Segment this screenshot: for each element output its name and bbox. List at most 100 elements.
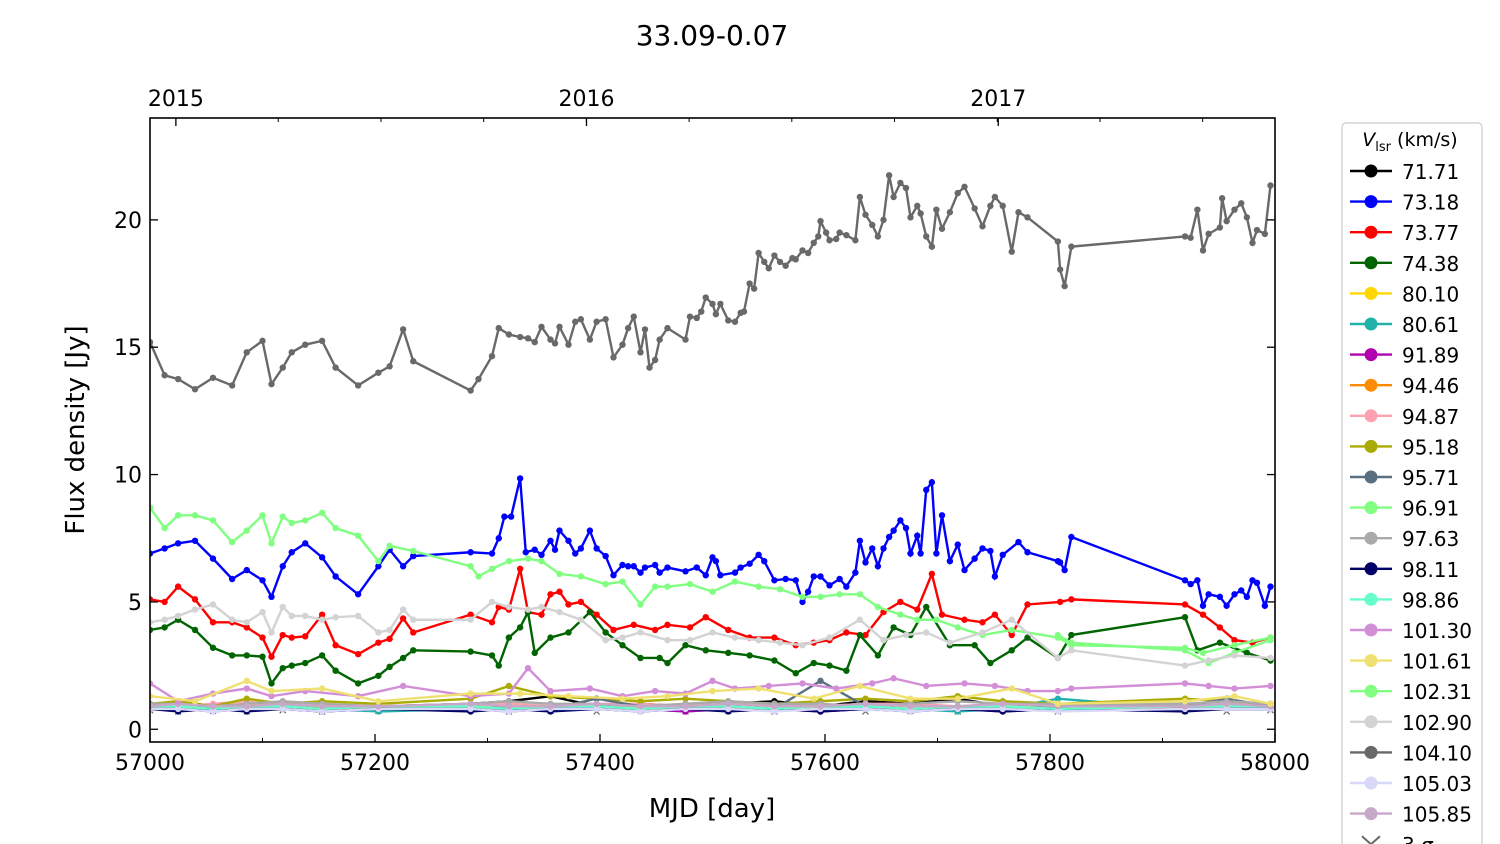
legend-marker-101.30 (1364, 623, 1378, 637)
data-point-73.77 (961, 616, 968, 623)
data-point-105.85 (209, 703, 217, 710)
data-point-105.03 (505, 708, 513, 715)
data-point-104.10 (709, 300, 716, 308)
x-axis-label: MJD [day] (649, 794, 776, 824)
data-point-104.10 (656, 336, 663, 343)
x-tick-label: 57600 (790, 751, 860, 776)
data-point-105.85 (467, 700, 474, 707)
data-point-74.38 (1024, 634, 1031, 641)
legend-label: 104.10 (1402, 741, 1472, 765)
data-point-104.10 (810, 239, 817, 246)
series-line-101.61 (150, 679, 1271, 705)
data-point-104.10 (917, 210, 924, 217)
data-point-101.61 (619, 695, 626, 702)
data-point-73.18 (664, 564, 671, 571)
data-point-101.30 (547, 687, 554, 695)
data-point-101.61 (318, 685, 326, 692)
data-point-102.90 (923, 629, 930, 636)
data-point-73.18 (268, 593, 275, 601)
data-point-105.85 (817, 703, 824, 710)
x-tick-label: 57800 (1015, 751, 1085, 776)
data-point-105.85 (1223, 700, 1230, 707)
data-point-104.10 (862, 211, 869, 218)
data-point-73.18 (843, 583, 850, 590)
data-point-73.18 (1199, 602, 1207, 609)
data-point-104.10 (495, 324, 502, 332)
data-point-104.10 (1181, 233, 1189, 240)
data-point-73.18 (1223, 602, 1230, 609)
data-point-102.90 (259, 608, 266, 616)
data-point-104.10 (856, 193, 864, 201)
data-point-73.18 (488, 550, 496, 557)
data-point-73.18 (565, 537, 572, 544)
data-point-73.77 (1216, 624, 1224, 631)
data-point-96.91 (410, 547, 417, 555)
data-point-74.38 (890, 624, 897, 631)
data-point-104.10 (938, 225, 946, 232)
data-point-102.90 (776, 639, 784, 646)
data-point-104.10 (259, 337, 266, 345)
data-point-73.18 (999, 551, 1006, 558)
data-point-73.77 (725, 626, 732, 634)
data-point-73.77 (1199, 611, 1207, 618)
data-point-101.30 (799, 680, 806, 687)
data-point-101.30 (651, 687, 659, 695)
data-point-102.90 (161, 616, 168, 623)
data-point-104.10 (619, 341, 626, 348)
data-point-104.10 (686, 313, 694, 320)
legend-marker-101.61 (1364, 654, 1378, 668)
data-point-104.10 (586, 336, 594, 343)
data-point-105.03 (318, 708, 326, 715)
data-point-74.38 (682, 642, 689, 649)
data-point-96.91 (332, 524, 339, 532)
data-point-96.91 (686, 580, 694, 588)
legend-marker-98.86 (1364, 592, 1378, 606)
legend-label: 101.61 (1402, 650, 1472, 674)
data-point-73.18 (209, 555, 217, 562)
data-point-101.61 (954, 695, 961, 702)
data-point-102.90 (979, 629, 986, 636)
data-point-73.18 (1261, 602, 1269, 609)
data-point-104.10 (386, 363, 393, 370)
data-point-80.61 (1054, 695, 1062, 702)
data-point-73.18 (302, 540, 309, 547)
legend-marker-96.91 (1364, 501, 1378, 515)
data-point-96.91 (709, 588, 716, 595)
data-point-105.85 (771, 703, 778, 710)
data-point-101.61 (907, 695, 914, 702)
data-point-104.10 (761, 258, 768, 266)
series-line-101.30 (150, 666, 1271, 703)
data-point-74.38 (332, 667, 339, 674)
data-point-104.10 (572, 318, 579, 325)
data-point-73.77 (556, 588, 563, 595)
data-point-73.18 (761, 557, 768, 565)
data-point-96.91 (856, 591, 864, 598)
data-point-73.77 (630, 621, 637, 629)
data-point-73.18 (746, 560, 753, 567)
data-point-102.90 (826, 634, 833, 641)
data-point-73.18 (279, 563, 286, 570)
data-point-102.90 (279, 603, 286, 611)
data-point-73.18 (755, 551, 762, 558)
data-point-104.10 (833, 235, 840, 243)
data-point-101.30 (1267, 682, 1274, 690)
data-point-104.10 (1249, 239, 1256, 246)
legend-label: 80.61 (1402, 313, 1459, 337)
data-point-104.10 (1267, 182, 1274, 189)
data-point-104.10 (946, 209, 954, 216)
data-point-104.10 (1223, 217, 1230, 225)
data-point-73.77 (467, 611, 474, 618)
data-point-105.85 (505, 703, 513, 710)
data-point-104.10 (907, 214, 914, 221)
data-point-73.18 (522, 549, 529, 556)
data-point-102.90 (577, 616, 585, 623)
data-point-73.77 (610, 626, 617, 634)
data-point-104.10 (1218, 195, 1226, 202)
legend-label: 3 σ (1402, 833, 1434, 844)
series-line-104.10 (150, 175, 1272, 393)
data-point-73.77 (991, 611, 999, 618)
data-point-102.90 (1205, 657, 1212, 664)
data-point-73.18 (547, 537, 554, 544)
data-point-101.30 (923, 682, 930, 690)
data-point-102.90 (410, 616, 417, 623)
